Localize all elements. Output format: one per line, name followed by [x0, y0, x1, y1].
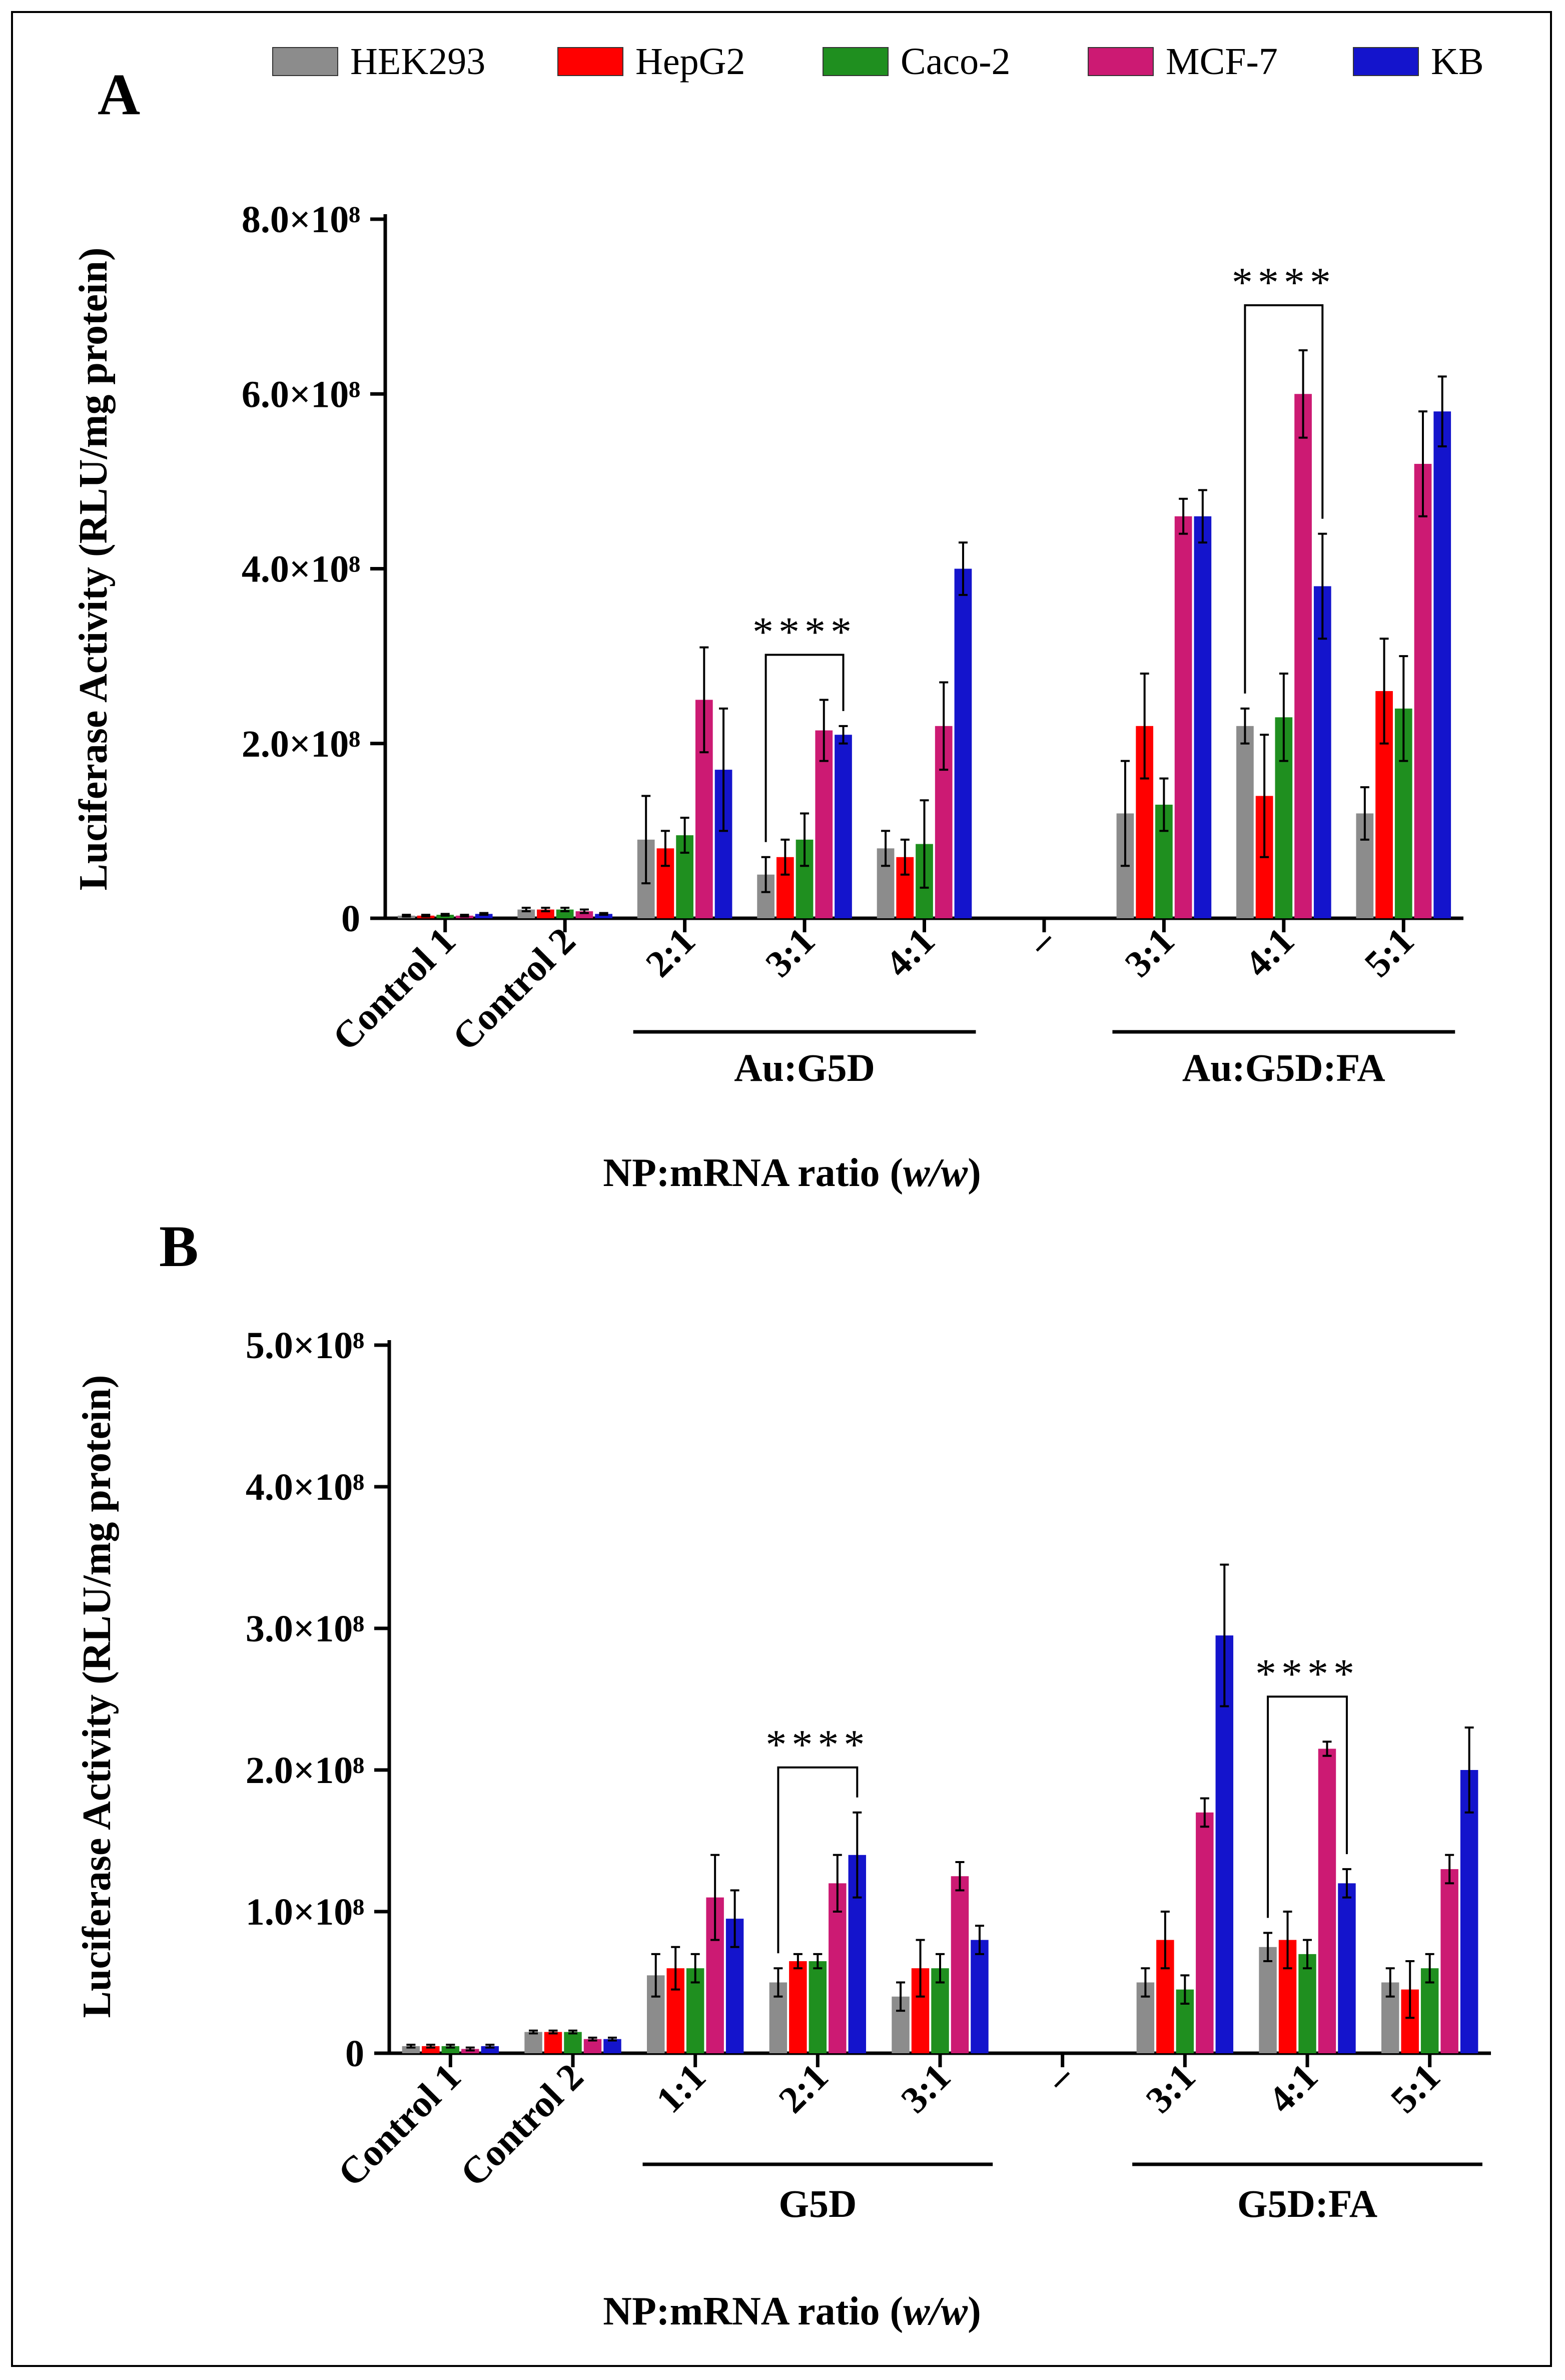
- panel-b-significance-stars: ****: [765, 1721, 870, 1768]
- panel-b-x-tick-label-7: 4:1: [1260, 2056, 1326, 2121]
- legend-swatch-hek293: [272, 47, 338, 76]
- panel-a-significance-bracket: [764, 654, 845, 842]
- panel-b-bar-mcf-7-4: [951, 1876, 969, 2053]
- panel-a-x-tick-label-0: Control 1: [325, 920, 464, 1059]
- panel-a-x-tick-label-7: 4:1: [1237, 920, 1302, 985]
- legend-swatch-caco-2: [823, 47, 889, 76]
- panel-a-y-tick-label: 4.0×10⁸: [242, 548, 360, 590]
- panel-b-letter: B: [159, 1214, 199, 1279]
- panel-b-y-tick-label: 5.0×10⁸: [246, 1325, 364, 1367]
- legend-label-hek293: HEK293: [350, 41, 485, 83]
- panel-b-y-axis-title: Luciferase Activity (RLU/mg protein): [75, 1375, 119, 2018]
- figure-frame: [11, 11, 1552, 2367]
- panel-b-x-tick-label-8: 5:1: [1383, 2056, 1448, 2121]
- panel-a-x-tick-label-4: 4:1: [877, 920, 943, 985]
- panel-a-bar-kb-7: [1313, 586, 1331, 918]
- panel-a-bar-hek293-7: [1236, 726, 1254, 918]
- panel-a-significance-bracket: [1244, 304, 1324, 694]
- panel-a-x-tick-label-3: 3:1: [757, 920, 823, 985]
- legend-label-mcf-7: MCF-7: [1166, 41, 1278, 83]
- panel-b-significance-bracket: [1267, 1695, 1348, 1918]
- panel-b-bar-hek293-7: [1259, 1947, 1277, 2053]
- legend-swatch-mcf-7: [1088, 47, 1154, 76]
- legend-label-hepg2: HepG2: [635, 41, 745, 83]
- panel-a-bar-mcf-7-7: [1294, 394, 1312, 918]
- panel-a-x-tick-label-8: 5:1: [1356, 920, 1422, 985]
- panel-b-y-tick-label: 2.0×10⁸: [246, 1749, 364, 1792]
- panel-a-y-tick-label: 2.0×10⁸: [242, 723, 360, 765]
- panel-b: B 0 1.0×10⁸ 2.0×10⁸ 3.0×10⁸ 4.0×10⁸ 5.0×10⁸ Luc…: [75, 1214, 1491, 2333]
- panel-b-significance-stars: ****: [1255, 1650, 1359, 1697]
- panel-b-group-label-g5d-fa: G5D:FA: [1237, 2182, 1377, 2225]
- panel-b-bar-mcf-7-6: [1196, 1812, 1214, 2053]
- panel-a-y-tick-label: 6.0×10⁸: [242, 373, 360, 415]
- panel-b-bar-hek293-1: [524, 2032, 542, 2053]
- panel-b-bar-mcf-7-7: [1318, 1748, 1336, 2053]
- panel-a-letter: A: [98, 62, 140, 127]
- panel-b-bar-hepg2-1: [544, 2032, 562, 2053]
- panel-b-significance-bracket: [777, 1766, 859, 1954]
- panel-a-bar-kb-0: [475, 914, 493, 918]
- panel-a-significance-stars: ****: [1232, 259, 1336, 306]
- panel-b-bar-caco-2-1: [564, 2032, 582, 2053]
- panel-b-group-label-g5d: G5D: [778, 2182, 857, 2225]
- panel-a-x-tick-label-1: Control 2: [444, 920, 583, 1059]
- panel-a-bar-kb-8: [1433, 411, 1451, 918]
- panel-b-x-tick-label-2: 1:1: [648, 2056, 714, 2121]
- legend-swatch-hepg2: [557, 47, 623, 76]
- panel-b-bar-kb-7: [1338, 1883, 1356, 2053]
- panel-b-bar-hepg2-3: [789, 1961, 807, 2053]
- panel-a-x-tick-label-2: 2:1: [638, 920, 703, 985]
- panel-b-x-tick-label-5: –: [1038, 2055, 1082, 2099]
- panel-a-group-label-au-g5d: Au:G5D: [734, 1046, 875, 1089]
- panel-a-group-label-au-g5d-fa: Au:G5D:FA: [1182, 1046, 1385, 1089]
- panel-a-y-tick-label: 0: [341, 898, 360, 940]
- panel-b-x-tick-label-6: 3:1: [1138, 2056, 1203, 2121]
- legend-label-caco-2: Caco-2: [901, 41, 1010, 83]
- panel-b-y-tick-label: 0: [345, 2033, 364, 2075]
- panel-b-x-axis-title: NP:mRNA ratio (w/w): [603, 2289, 981, 2333]
- panel-a-y-tick-label: 8.0×10⁸: [242, 199, 360, 241]
- legend-swatch-kb: [1353, 47, 1419, 76]
- panel-b-bar-kb-8: [1460, 1770, 1478, 2053]
- panel-a-bar-mcf-7-6: [1174, 516, 1192, 918]
- panel-a-bar-kb-1: [595, 914, 612, 918]
- panel-b-y-tick-label: 4.0×10⁸: [246, 1466, 364, 1508]
- panel-b-bar-caco-2-3: [809, 1961, 827, 2053]
- legend-label-kb: KB: [1431, 41, 1484, 83]
- panel-a-bar-kb-4: [954, 568, 972, 918]
- panel-a-x-tick-label-5: –: [1019, 919, 1063, 963]
- panel-b-bar-kb-4: [971, 1940, 989, 2053]
- panel-b-x-tick-label-0: Control 1: [330, 2056, 469, 2195]
- panel-a-bar-mcf-7-8: [1414, 463, 1432, 918]
- legend: HEK293 HepG2 Caco-2 MCF-7 KB: [272, 41, 1484, 83]
- panel-a-x-tick-label-6: 3:1: [1117, 920, 1182, 985]
- panel-a-y-axis-title: Luciferase Activity (RLU/mg protein): [72, 248, 116, 891]
- panel-a-bar-kb-3: [835, 735, 852, 918]
- panel-a: A 0 2.0×10⁸ 4.0×10⁸ 6.0×10⁸ 8.0×10⁸ Luciferase…: [72, 62, 1463, 1195]
- panel-b-bar-mcf-7-8: [1440, 1869, 1458, 2053]
- panel-b-y-tick-label: 1.0×10⁸: [246, 1891, 364, 1933]
- panel-a-bar-kb-6: [1194, 516, 1212, 918]
- panel-b-x-tick-label-1: Control 2: [452, 2056, 591, 2195]
- panel-a-significance-stars: ****: [752, 609, 857, 655]
- panel-b-y-tick-label: 3.0×10⁸: [246, 1608, 364, 1650]
- panel-b-x-tick-label-4: 3:1: [893, 2056, 959, 2121]
- panel-b-x-tick-label-3: 2:1: [770, 2056, 836, 2121]
- panel-a-x-axis-title: NP:mRNA ratio (w/w): [603, 1151, 981, 1195]
- panel-b-bar-caco-2-7: [1298, 1954, 1316, 2053]
